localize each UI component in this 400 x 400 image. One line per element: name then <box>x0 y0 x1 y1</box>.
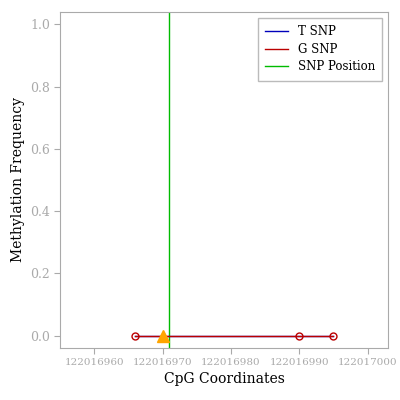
Legend: T SNP, G SNP, SNP Position: T SNP, G SNP, SNP Position <box>258 18 382 80</box>
X-axis label: CpG Coordinates: CpG Coordinates <box>164 372 284 386</box>
Y-axis label: Methylation Frequency: Methylation Frequency <box>11 98 25 262</box>
